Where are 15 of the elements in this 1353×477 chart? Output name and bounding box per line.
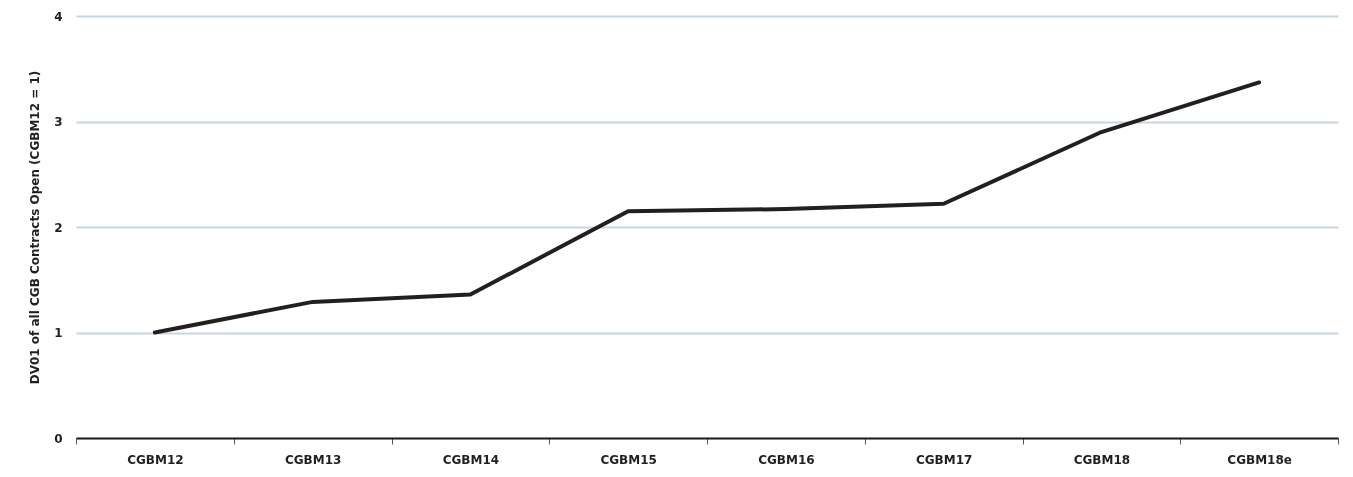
x-tick-label: CGBM13 [284,452,342,467]
y-tick-label: 0 [54,431,63,446]
y-tick-label: 2 [54,220,63,235]
line-series [152,80,1262,335]
x-tick-label: CGBM14 [442,452,500,467]
y-tick-label: 4 [54,9,63,24]
x-tick-label: CGBM15 [600,452,657,467]
y-tick-label: 3 [54,115,63,129]
x-tick-label: CGBM18 [1073,452,1131,467]
y-tick-label: 1 [54,326,63,340]
x-tick-label: CGBM16 [758,452,815,467]
x-tick-label: CGBM17 [915,452,973,467]
y-axis-title: DV01 of all CGB Contracts Open (CGBM12 = 1) [28,70,43,385]
x-tick-label: CGBM18e [1227,452,1292,467]
x-tick-label: CGBM12 [127,452,184,467]
